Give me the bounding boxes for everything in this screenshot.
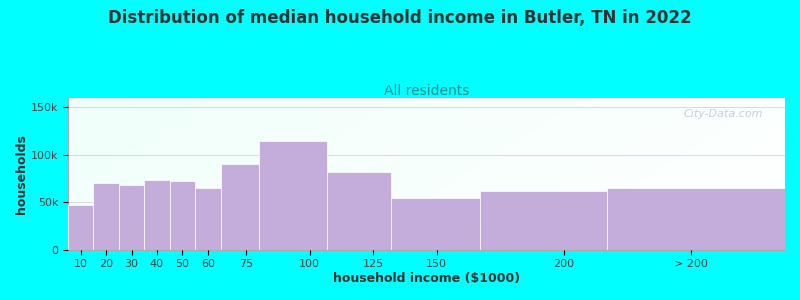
Bar (119, 185, 144, 250)
X-axis label: household income ($1000): household income ($1000) (333, 272, 520, 285)
Bar (391, 198, 480, 250)
Y-axis label: households: households (15, 134, 28, 214)
Bar (327, 172, 391, 250)
Text: Distribution of median household income in Butler, TN in 2022: Distribution of median household income … (108, 9, 692, 27)
Bar (195, 188, 221, 250)
Text: City-Data.com: City-Data.com (684, 109, 763, 118)
Title: All residents: All residents (384, 84, 469, 98)
Bar (480, 191, 607, 250)
Bar (221, 164, 258, 250)
Bar (607, 188, 785, 250)
Bar (94, 183, 119, 250)
Bar (68, 205, 94, 250)
Bar (258, 141, 327, 250)
Bar (170, 181, 195, 250)
Bar (144, 180, 170, 250)
